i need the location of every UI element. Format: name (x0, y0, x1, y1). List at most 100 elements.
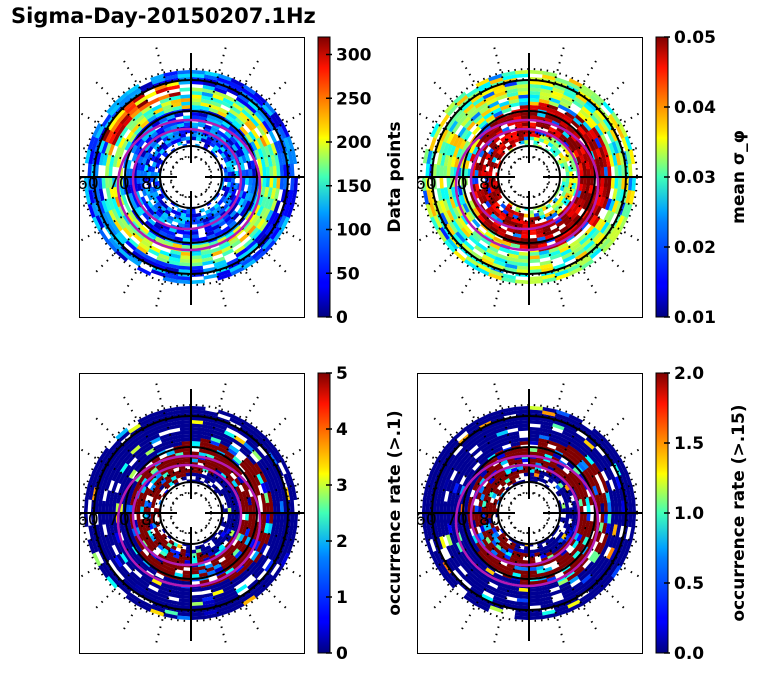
oval-boundary-poleward (131, 127, 243, 231)
data-bin (290, 499, 295, 514)
data-bin (191, 458, 199, 463)
data-bin (558, 488, 565, 495)
data-bin (555, 556, 565, 564)
data-bin (572, 117, 583, 127)
data-bin (541, 81, 555, 88)
data-bin (449, 196, 457, 209)
data-bin (232, 119, 243, 129)
data-bin (515, 69, 530, 75)
data-bin (445, 117, 456, 131)
figure-title: Sigma-Day-20150207.1Hz (11, 4, 316, 28)
data-bin (624, 136, 633, 151)
data-bin (84, 189, 92, 205)
data-bin (158, 535, 165, 542)
data-bin (206, 453, 215, 460)
data-bin (493, 531, 500, 538)
data-bin (114, 249, 128, 262)
data-bin (589, 168, 595, 178)
data-bin (264, 454, 275, 468)
data-bin (280, 552, 290, 568)
oval-boundary-equatorward (116, 454, 262, 588)
data-bin (195, 476, 201, 481)
data-bin (141, 157, 148, 165)
data-bin (130, 536, 138, 546)
data-bin (494, 525, 500, 532)
data-bin (161, 123, 171, 130)
data-bin (190, 251, 202, 257)
data-bin (176, 122, 185, 128)
data-bin (601, 533, 609, 546)
data-bin (563, 450, 574, 459)
data-bin (222, 584, 235, 593)
data-bin (493, 537, 501, 545)
data-bin (455, 473, 464, 485)
data-bin (463, 466, 473, 477)
data-bin (236, 114, 248, 124)
data-bin (553, 478, 561, 485)
data-bin (215, 541, 223, 549)
data-bin (575, 475, 583, 485)
data-bin (567, 489, 574, 497)
data-bin (213, 259, 227, 268)
data-bin (229, 210, 238, 219)
data-bin (272, 177, 278, 189)
data-bin (450, 522, 457, 534)
data-bin (554, 76, 570, 85)
data-bin (529, 430, 541, 435)
data-bin (253, 216, 263, 228)
data-bin (128, 192, 135, 202)
data-bin (422, 189, 430, 205)
data-bin (241, 220, 251, 231)
colorbar-label: Data points (385, 121, 405, 232)
data-bin (528, 567, 537, 572)
data-bin (211, 560, 221, 567)
data-bin (426, 485, 433, 500)
data-bin (440, 523, 446, 537)
data-bin (168, 256, 181, 263)
data-bin (287, 526, 294, 541)
data-bin (142, 257, 156, 267)
data-bin (239, 447, 250, 458)
data-bin (598, 522, 604, 534)
data-bin (147, 165, 152, 172)
data-bin (245, 211, 254, 222)
data-bin (529, 447, 538, 453)
data-bin (454, 553, 464, 566)
data-bin (618, 552, 628, 568)
data-bin (578, 498, 584, 507)
data-bin (552, 132, 561, 140)
data-bin (555, 110, 566, 118)
data-bin (580, 237, 593, 249)
data-bin (273, 111, 285, 126)
data-bin (200, 249, 212, 256)
data-bin (280, 525, 287, 539)
data-bin (210, 100, 222, 108)
data-bin (617, 164, 623, 178)
data-bin (169, 95, 182, 101)
colorbar-label: mean σ_φ (729, 130, 749, 224)
data-bin (565, 474, 573, 483)
data-bin (116, 124, 126, 136)
data-bin (101, 500, 106, 513)
data-bin (111, 502, 117, 513)
data-bin (131, 459, 141, 470)
oval-boundary-equatorward (454, 118, 600, 252)
data-bin (223, 492, 229, 500)
data-bin (248, 563, 260, 575)
data-bin (506, 592, 519, 599)
data-bin (528, 231, 537, 236)
data-bin (179, 133, 186, 138)
data-bin (446, 103, 459, 117)
data-bin (158, 566, 168, 574)
data-bin (191, 104, 201, 110)
data-bin (241, 490, 248, 500)
data-bin (290, 163, 295, 178)
data-bin (203, 273, 218, 280)
data-bin (201, 134, 209, 140)
data-bin (248, 227, 260, 239)
data-bin (505, 468, 513, 475)
data-bin (426, 189, 433, 204)
data-bin (178, 465, 186, 471)
data-bin (241, 154, 248, 164)
